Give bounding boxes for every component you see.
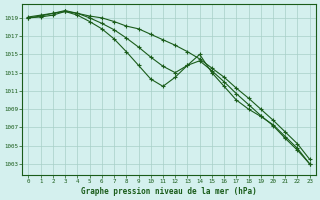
X-axis label: Graphe pression niveau de la mer (hPa): Graphe pression niveau de la mer (hPa) — [81, 187, 257, 196]
